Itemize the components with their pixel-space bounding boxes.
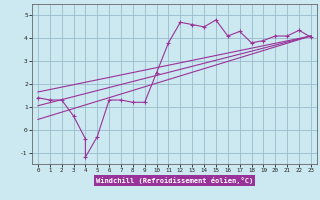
X-axis label: Windchill (Refroidissement éolien,°C): Windchill (Refroidissement éolien,°C) xyxy=(96,177,253,184)
